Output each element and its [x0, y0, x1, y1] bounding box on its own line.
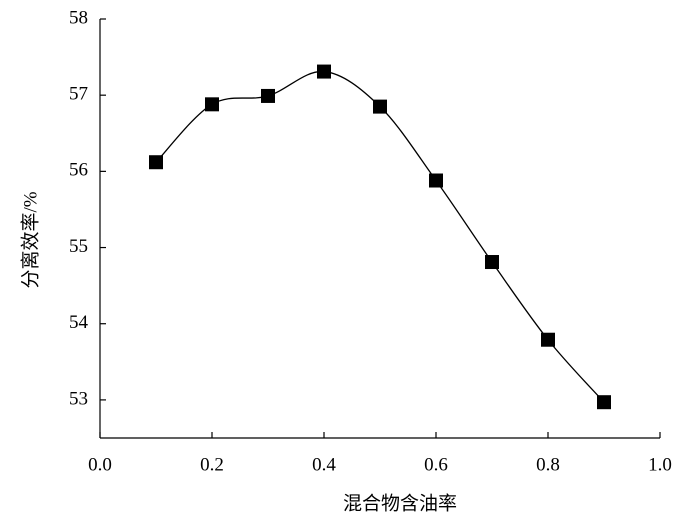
y-tick-label: 53 [69, 388, 88, 409]
data-point [541, 332, 555, 347]
x-tick-label: 0.8 [536, 454, 560, 475]
data-point [429, 173, 443, 188]
x-tick-label: 0.2 [200, 454, 224, 475]
data-point [261, 88, 275, 103]
y-tick-label: 56 [69, 160, 88, 181]
data-point [485, 255, 499, 270]
x-tick-label: 0.6 [424, 454, 448, 475]
x-tick-label: 0.4 [312, 454, 336, 475]
series-line [155, 70, 605, 403]
y-tick-label: 58 [69, 7, 88, 28]
data-point [597, 395, 611, 410]
x-axis-label: 混合物含油率 [343, 492, 457, 514]
x-tick-label: 1.0 [648, 454, 672, 475]
y-tick-label: 54 [69, 312, 89, 333]
data-point [317, 64, 331, 79]
y-axis-label: 分离效率/% [19, 191, 41, 288]
data-point [205, 97, 219, 112]
y-tick-label: 57 [69, 84, 88, 105]
data-point [149, 155, 163, 170]
y-tick-label: 55 [69, 236, 88, 257]
x-tick-label: 0.0 [88, 454, 112, 475]
data-point [373, 99, 387, 114]
